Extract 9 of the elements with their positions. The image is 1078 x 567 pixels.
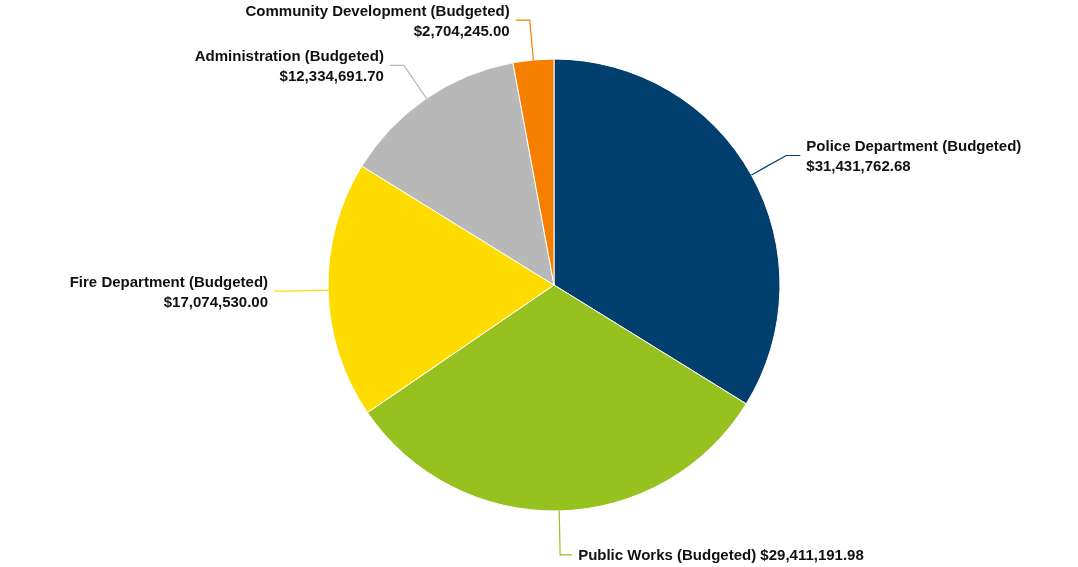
slice-label: Fire Department (Budgeted) <box>69 273 269 291</box>
slice-label: Administration (Budgeted) <box>194 47 384 65</box>
data-label: $17,074,530.00 <box>163 293 269 311</box>
data-label: $12,334,691.70 <box>279 67 384 85</box>
data-label: $2,704,245.00 <box>413 22 510 40</box>
slice-label: Community Development (Budgeted) <box>245 2 510 20</box>
data-label: $31,431,762.68 <box>806 157 911 175</box>
slice-label: Public Works (Budgeted) $29,411,191.98 <box>578 545 864 563</box>
slice-label: Police Department (Budgeted) <box>806 137 1022 155</box>
